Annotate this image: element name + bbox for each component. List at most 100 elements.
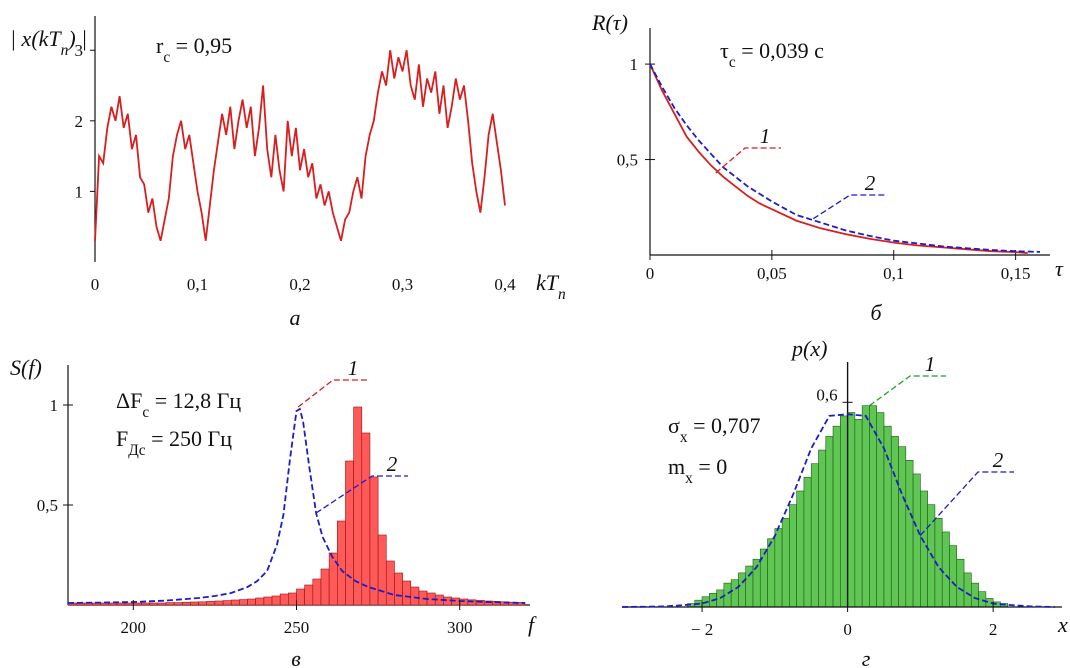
chart-d-bar (738, 572, 747, 608)
chart-d-caption: г (862, 646, 871, 668)
chart-a-ytick-label: 2 (75, 112, 84, 131)
chart-b-xtick-label: 0,1 (883, 264, 904, 283)
chart-d-bar (810, 463, 819, 608)
chart-d-bar (781, 517, 790, 608)
chart-c-ytick-label: 0,5 (37, 496, 58, 515)
chart-c-bar (337, 520, 346, 606)
chart-d-bar (789, 504, 797, 608)
chart-b-callout-1-leader (715, 147, 781, 174)
chart-c-bar (451, 597, 461, 606)
chart-a-series (94, 50, 506, 242)
chart-b-caption: б (870, 300, 882, 325)
chart-d-bar (963, 572, 972, 608)
chart-d-bar (854, 419, 863, 608)
chart-d-bar (898, 446, 907, 608)
chart-c-bar (132, 602, 142, 606)
chart-c-bar (410, 586, 420, 606)
chart-d-bar (803, 477, 812, 608)
chart-c-callout-1-leader (297, 379, 369, 408)
chart-c-bar (222, 600, 232, 606)
chart-b-xlabel: τ (1055, 256, 1064, 281)
chart-d-bar (818, 449, 827, 608)
chart-d-xlabel: x (1057, 612, 1068, 637)
chart-c-bar (181, 601, 191, 606)
chart-d-fit (621, 413, 1056, 608)
chart-d-bar (825, 436, 834, 608)
chart-a-caption: а (290, 305, 301, 330)
chart-c-ylabel: S(f) (10, 355, 42, 380)
chart-d-bar (774, 528, 783, 608)
chart-c-bar (214, 600, 224, 606)
chart-c-bar (361, 432, 371, 606)
chart-b-callout-2-leader (812, 194, 886, 220)
chart-d-bar (956, 558, 965, 608)
chart-b-ylabel: R(τ) (591, 10, 628, 35)
chart-c-bar (108, 602, 118, 606)
chart-a-xlabel: kTп (536, 270, 566, 303)
chart-c-bar (385, 560, 395, 606)
chart-b-callout-2-label: 2 (865, 171, 876, 195)
chart-c-callout-2-leader (315, 475, 408, 514)
chart-a-xtick-label: 0 (91, 275, 100, 294)
chart-c-bar (206, 601, 216, 606)
chart-b: 0,5 1 0 0,05 0,1 0,15 1 2 R(τ) τ τc = 0,039 c б (591, 10, 1064, 325)
chart-c-caption: в (291, 646, 301, 668)
chart-d-bar (905, 459, 914, 608)
chart-d-bar (861, 405, 870, 608)
chart-c-annotation-2: FДc = 250 Гц (116, 426, 232, 459)
chart-d-bar (767, 538, 776, 608)
chart-c-bar (239, 599, 248, 606)
chart-d-bar (883, 425, 892, 608)
chart-d-annotation-2: mx = 0 (668, 454, 727, 487)
chart-c-bar (247, 598, 256, 606)
chart-c-bar (296, 588, 305, 606)
chart-a-ylabel: | x(kTп) | (10, 26, 87, 59)
chart-d-ytick-label: 0,6 (816, 385, 837, 404)
chart-d-bar (796, 490, 805, 608)
chart-c-bar (279, 593, 289, 606)
chart-d-bar (890, 436, 899, 608)
chart-c-fit (67, 407, 526, 604)
chart-d-xtick-label: − 2 (691, 620, 713, 639)
chart-c-bar (157, 602, 167, 606)
chart-c-bar (198, 601, 208, 606)
chart-d: 0,6 − 2 0 2 1 2 p(x) x σx = 0,707 mx = 0 г (621, 336, 1068, 668)
chart-d-callout-1-label: 1 (925, 352, 936, 376)
chart-c-bar (320, 568, 330, 606)
chart-b-series-1 (649, 63, 1028, 254)
chart-a-ytick-label: 1 (75, 182, 84, 201)
chart-b-annotation: τc = 0,039 c (720, 38, 824, 71)
chart-d-bar (941, 531, 950, 608)
chart-c-bar (288, 592, 297, 606)
chart-a-xtick-label: 0,3 (392, 275, 413, 294)
chart-c-bar (271, 595, 281, 606)
chart-d-bar (949, 545, 958, 608)
chart-c-bar (394, 572, 403, 606)
chart-c-bar (149, 602, 159, 606)
chart-d-callout-1-leader (869, 375, 946, 407)
chart-b-ytick-label: 0,5 (617, 151, 638, 170)
chart-c-bar (230, 599, 240, 606)
chart-c-ytick-label: 1 (50, 396, 59, 415)
chart-b-callout-1-label: 1 (760, 124, 771, 148)
chart-c: 0,5 1 200 250 300 1 2 S(f) f ΔFc = 12,8 Гц FДc = 2… (10, 355, 537, 668)
chart-d-bar (978, 591, 987, 608)
chart-c-bar (345, 460, 354, 606)
chart-c-xlabel: f (528, 612, 537, 637)
chart-a-ytick-label: 3 (75, 41, 84, 60)
chart-d-bar (730, 579, 739, 608)
chart-c-bar (402, 580, 412, 606)
chart-c-callout-2-label: 2 (387, 452, 398, 476)
chart-c-annotation-1: ΔFc = 12,8 Гц (116, 388, 241, 421)
chart-c-xtick-label: 250 (284, 618, 310, 637)
chart-d-bar (847, 412, 856, 608)
chart-c-bar (369, 476, 379, 606)
chart-c-bar (377, 534, 387, 606)
chart-c-bar (165, 602, 175, 606)
chart-c-xtick-label: 300 (447, 618, 473, 637)
chart-b-xtick-label: 0 (646, 264, 655, 283)
chart-a: 1 2 3 0 0,1 0,2 0,3 0,4 | x(kTп) | kTп rc = 0,95 а (10, 16, 566, 330)
chart-d-xtick-label: 2 (989, 620, 998, 639)
chart-b-series-2 (649, 63, 1041, 253)
chart-c-bar (190, 601, 199, 606)
